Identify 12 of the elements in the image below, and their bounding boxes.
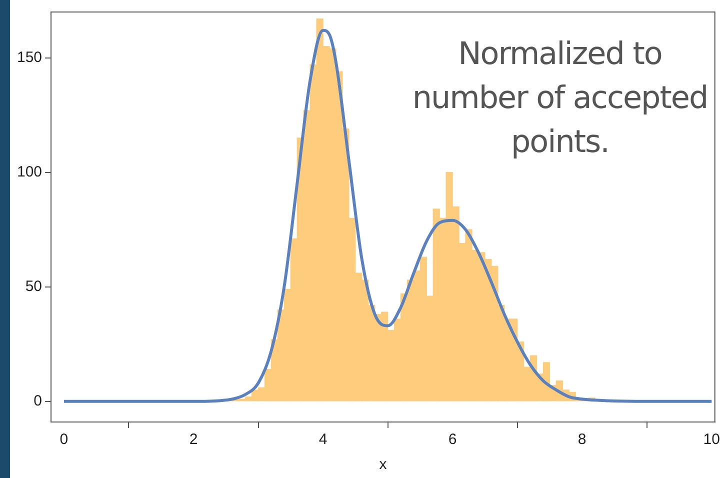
x-tick-label: 4 xyxy=(318,431,328,448)
y-tick-label: 100 xyxy=(16,163,42,180)
x-axis-title: x xyxy=(379,456,388,474)
y-tick-label: 50 xyxy=(25,278,42,295)
x-tick-label: 6 xyxy=(448,431,457,448)
annotation: Normalized to number of accepted points. xyxy=(411,35,709,162)
x-tick-label: 2 xyxy=(189,431,198,448)
x-tick-label: 8 xyxy=(578,431,586,448)
y-tick-label: 150 xyxy=(16,48,42,66)
x-tick-label: 0 xyxy=(60,431,68,448)
x-tick-label: 10 xyxy=(703,431,720,448)
y-tick-label: 0 xyxy=(34,392,42,410)
